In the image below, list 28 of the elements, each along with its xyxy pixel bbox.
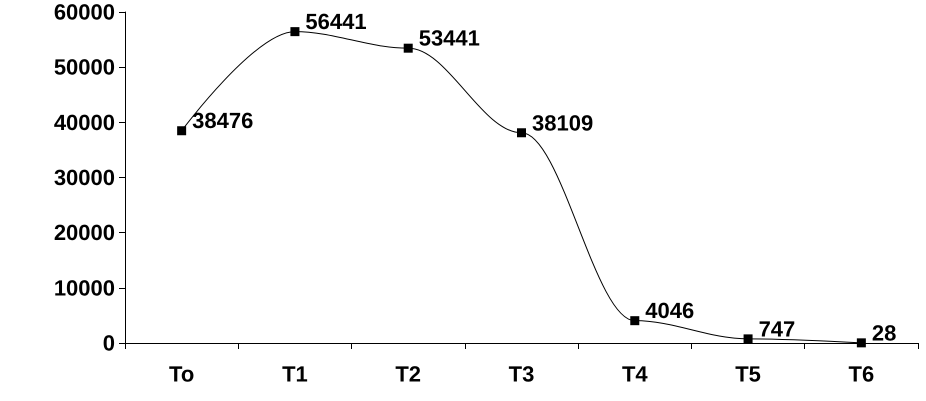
data-label: 53441 xyxy=(418,26,480,51)
data-label: 56441 xyxy=(305,9,367,34)
data-label: 747 xyxy=(758,316,796,342)
y-tick-label: 40000 xyxy=(54,110,115,135)
point xyxy=(744,334,753,344)
data-label: 28 xyxy=(872,320,896,346)
x-tick-label: T4 xyxy=(622,362,648,386)
x-tick-label: T3 xyxy=(508,362,534,386)
x-tick-label: T2 xyxy=(395,362,422,386)
point xyxy=(404,44,413,53)
x-tick-label: T1 xyxy=(282,362,308,386)
point xyxy=(856,338,866,348)
point xyxy=(290,27,300,36)
point xyxy=(630,316,640,326)
point xyxy=(517,128,526,138)
data-label: 4046 xyxy=(645,298,694,324)
data-label: 38476 xyxy=(192,108,254,134)
y-tick-label: 50000 xyxy=(54,54,115,80)
y-tick-label: 60000 xyxy=(54,0,115,24)
data-label: 38109 xyxy=(532,110,594,136)
point xyxy=(177,126,186,136)
y-tick-label: 0 xyxy=(102,330,115,356)
x-tick-label: To xyxy=(169,362,194,386)
y-tick-label: 30000 xyxy=(54,165,115,190)
x-tick-label: T5 xyxy=(735,362,761,386)
y-tick-label: 20000 xyxy=(54,220,115,246)
x-tick-label: T6 xyxy=(848,362,874,386)
y-tick-label: 10000 xyxy=(54,275,115,300)
